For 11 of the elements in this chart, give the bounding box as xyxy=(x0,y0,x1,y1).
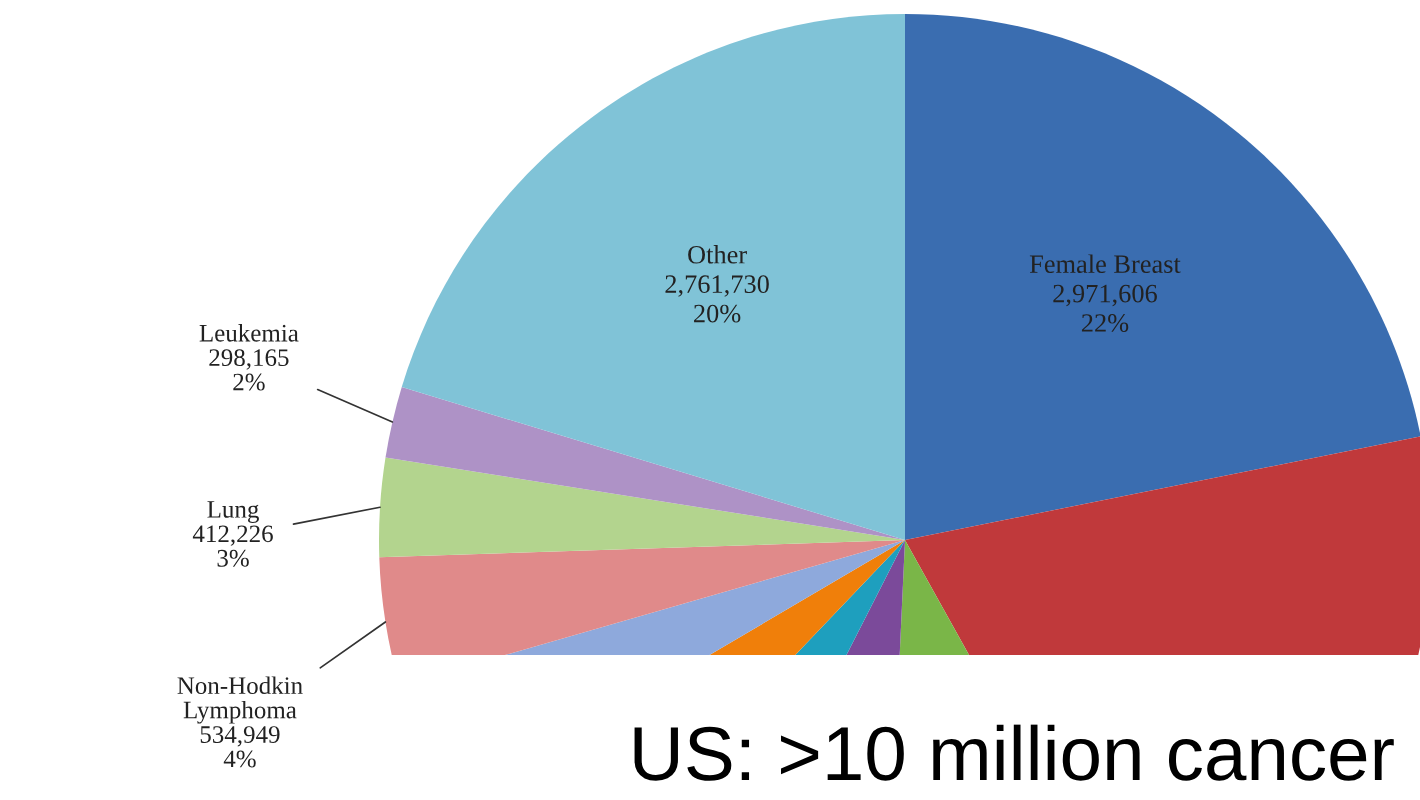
data-label: 534,949 4% xyxy=(200,726,280,768)
slice-label: Other xyxy=(688,245,747,264)
data-label: 2,971,606 22% xyxy=(1053,284,1157,332)
text: US: >10 million cancer xyxy=(634,724,1394,781)
slice-label: Non-Hodkin Lymphoma xyxy=(177,676,303,724)
slice-label: Female Breast xyxy=(1029,254,1181,274)
data-label: 412,226 3% xyxy=(192,525,273,567)
slice-label: Lung xyxy=(207,501,259,523)
slice-label: Leukemia xyxy=(199,324,299,342)
data-label: 2,761,730 20% xyxy=(665,275,769,323)
data-label: 298,165 2% xyxy=(209,349,289,391)
